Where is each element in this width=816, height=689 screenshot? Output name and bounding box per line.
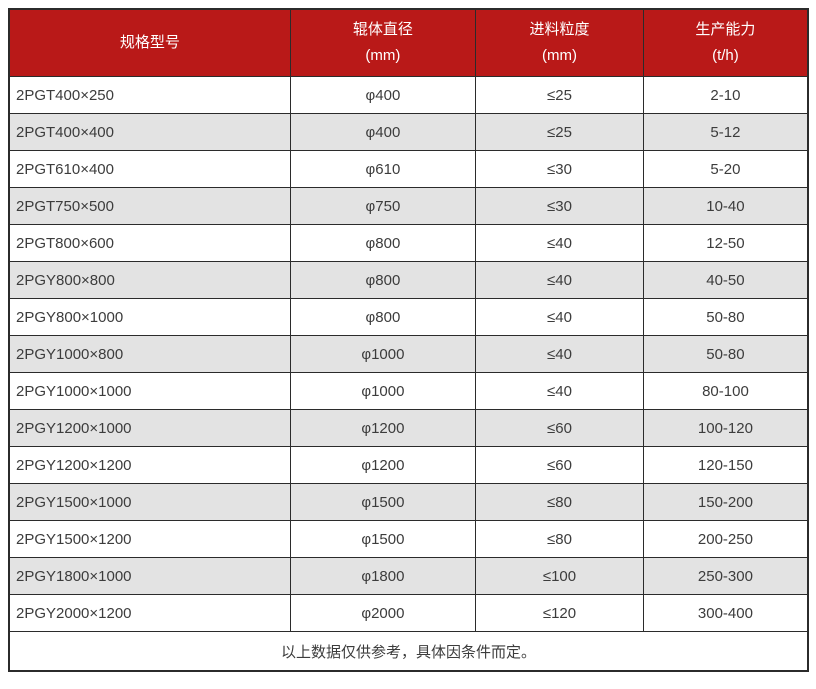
table-row: 2PGT610×400 φ610 ≤30 5-20: [8, 150, 809, 188]
table-row: 2PGY2000×1200 φ2000 ≤120 300-400: [8, 594, 809, 632]
table-row: 2PGY1000×1000 φ1000 ≤40 80-100: [8, 372, 809, 410]
cell-capacity: 80-100: [642, 372, 809, 410]
cell-model: 2PGY800×800: [8, 261, 291, 299]
cell-feed-size: ≤60: [475, 446, 644, 484]
table-row: 2PGT750×500 φ750 ≤30 10-40: [8, 187, 809, 225]
cell-feed-size: ≤30: [475, 187, 644, 225]
col-header-model: 规格型号: [8, 8, 291, 77]
cell-feed-size: ≤60: [475, 409, 644, 447]
cell-capacity: 10-40: [642, 187, 809, 225]
cell-model: 2PGT610×400: [8, 150, 291, 188]
col-header-model-label: 规格型号: [119, 34, 180, 51]
cell-model: 2PGY1500×1200: [8, 520, 291, 558]
cell-model: 2PGY1000×800: [8, 335, 291, 373]
cell-capacity: 12-50: [642, 224, 809, 262]
cell-feed-size: ≤30: [475, 150, 644, 188]
cell-feed-size: ≤120: [475, 594, 644, 632]
cell-feed-size: ≤80: [475, 520, 644, 558]
col-header-roller-diameter-unit: (mm): [365, 47, 401, 64]
cell-capacity: 300-400: [642, 594, 809, 632]
cell-model: 2PGY1800×1000: [8, 557, 291, 595]
table-row: 2PGY1500×1000 φ1500 ≤80 150-200: [8, 483, 809, 521]
cell-roller-diameter: φ750: [289, 187, 477, 225]
cell-model: 2PGY1000×1000: [8, 372, 291, 410]
cell-feed-size: ≤40: [475, 261, 644, 299]
table-row: 2PGY1200×1200 φ1200 ≤60 120-150: [8, 446, 809, 484]
cell-feed-size: ≤40: [475, 224, 644, 262]
cell-roller-diameter: φ1500: [289, 483, 477, 521]
table-row: 2PGY1500×1200 φ1500 ≤80 200-250: [8, 520, 809, 558]
table-row: 2PGT400×400 φ400 ≤25 5-12: [8, 113, 809, 151]
col-header-roller-diameter-label: 辊体直径: [352, 21, 413, 38]
cell-feed-size: ≤40: [475, 335, 644, 373]
table-row: 2PGT800×600 φ800 ≤40 12-50: [8, 224, 809, 262]
cell-model: 2PGT800×600: [8, 224, 291, 262]
cell-feed-size: ≤25: [475, 76, 644, 114]
cell-model: 2PGT400×400: [8, 113, 291, 151]
cell-model: 2PGY1200×1000: [8, 409, 291, 447]
cell-feed-size: ≤40: [475, 372, 644, 410]
cell-capacity: 50-80: [642, 298, 809, 336]
cell-model: 2PGY1500×1000: [8, 483, 291, 521]
cell-capacity: 40-50: [642, 261, 809, 299]
table-row: 2PGY1200×1000 φ1200 ≤60 100-120: [8, 409, 809, 447]
cell-model: 2PGT400×250: [8, 76, 291, 114]
cell-capacity: 5-12: [642, 113, 809, 151]
cell-feed-size: ≤80: [475, 483, 644, 521]
col-header-capacity: 生产能力 (t/h): [642, 8, 809, 77]
cell-roller-diameter: φ1200: [289, 446, 477, 484]
table-row: 2PGY800×800 φ800 ≤40 40-50: [8, 261, 809, 299]
footnote-row: 以上数据仅供参考，具体因条件而定。: [8, 631, 809, 672]
col-header-feed-size-unit: (mm): [541, 47, 577, 64]
col-header-feed-size-label: 进料粒度: [529, 21, 590, 38]
col-header-capacity-unit: (t/h): [712, 47, 739, 64]
cell-capacity: 50-80: [642, 335, 809, 373]
cell-roller-diameter: φ800: [289, 261, 477, 299]
cell-model: 2PGT750×500: [8, 187, 291, 225]
cell-capacity: 2-10: [642, 76, 809, 114]
col-header-feed-size: 进料粒度 (mm): [475, 8, 644, 77]
cell-roller-diameter: φ800: [289, 224, 477, 262]
cell-capacity: 250-300: [642, 557, 809, 595]
col-header-roller-diameter: 辊体直径 (mm): [289, 8, 477, 77]
cell-roller-diameter: φ1000: [289, 335, 477, 373]
cell-capacity: 5-20: [642, 150, 809, 188]
col-header-capacity-label: 生产能力: [695, 21, 756, 38]
cell-roller-diameter: φ400: [289, 113, 477, 151]
table-row: 2PGY1800×1000 φ1800 ≤100 250-300: [8, 557, 809, 595]
cell-capacity: 120-150: [642, 446, 809, 484]
cell-feed-size: ≤25: [475, 113, 644, 151]
cell-feed-size: ≤100: [475, 557, 644, 595]
footnote: 以上数据仅供参考，具体因条件而定。: [8, 631, 809, 672]
cell-capacity: 200-250: [642, 520, 809, 558]
cell-capacity: 100-120: [642, 409, 809, 447]
cell-model: 2PGY800×1000: [8, 298, 291, 336]
cell-roller-diameter: φ2000: [289, 594, 477, 632]
cell-feed-size: ≤40: [475, 298, 644, 336]
cell-model: 2PGY1200×1200: [8, 446, 291, 484]
spec-table: 规格型号 辊体直径 (mm) 进料粒度 (mm) 生产能力 (t/h) 2PGT…: [8, 8, 809, 672]
cell-roller-diameter: φ800: [289, 298, 477, 336]
cell-model: 2PGY2000×1200: [8, 594, 291, 632]
table-row: 2PGT400×250 φ400 ≤25 2-10: [8, 76, 809, 114]
table-row: 2PGY800×1000 φ800 ≤40 50-80: [8, 298, 809, 336]
cell-roller-diameter: φ1200: [289, 409, 477, 447]
cell-roller-diameter: φ400: [289, 76, 477, 114]
cell-roller-diameter: φ1500: [289, 520, 477, 558]
cell-roller-diameter: φ610: [289, 150, 477, 188]
cell-roller-diameter: φ1800: [289, 557, 477, 595]
header-row: 规格型号 辊体直径 (mm) 进料粒度 (mm) 生产能力 (t/h): [8, 8, 809, 77]
cell-capacity: 150-200: [642, 483, 809, 521]
cell-roller-diameter: φ1000: [289, 372, 477, 410]
table-row: 2PGY1000×800 φ1000 ≤40 50-80: [8, 335, 809, 373]
